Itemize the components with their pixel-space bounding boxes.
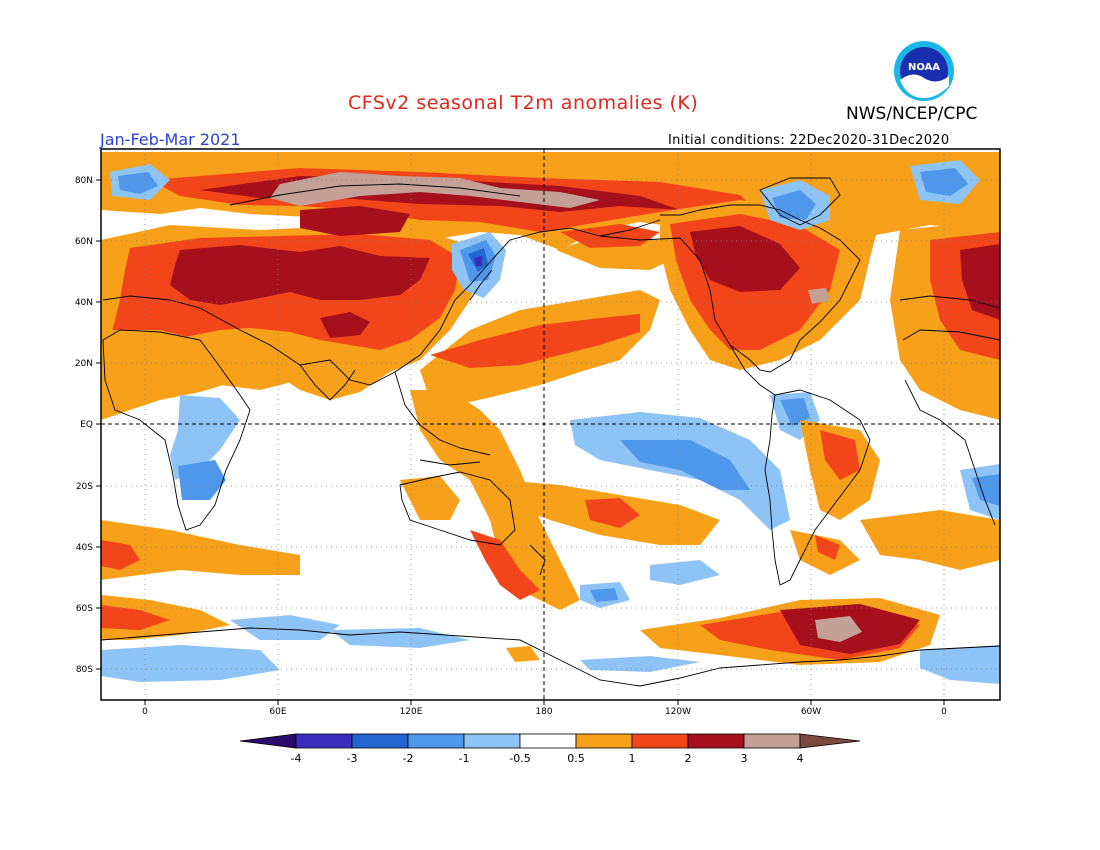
coastlines (101, 177, 1000, 687)
lat-label: 60N (75, 237, 93, 247)
colorbar (239, 733, 861, 749)
anomaly-shading (101, 152, 1000, 684)
colorbar-tick: 3 (741, 752, 748, 765)
lon-label: 60E (269, 707, 286, 717)
colorbar-tick: 1 (629, 752, 636, 765)
map-title: CFSv2 seasonal T2m anomalies (K) (348, 92, 699, 114)
lat-label: 80N (75, 176, 93, 186)
colorbar-tick: 2 (685, 752, 692, 765)
reference-lines (101, 149, 1000, 700)
colorbar-tick: -1 (459, 752, 470, 765)
lat-label: 20S (76, 482, 93, 492)
forecast-period: Jan-Feb-Mar 2021 (100, 130, 241, 149)
colorbar-tick: 0.5 (567, 752, 585, 765)
colorbar-tick: 4 (797, 752, 804, 765)
colorbar-segment (631, 733, 689, 749)
colorbar-segment (407, 733, 465, 749)
lon-label: 0 (142, 707, 148, 717)
lon-label: 120W (665, 707, 691, 717)
colorbar-tick: -4 (291, 752, 302, 765)
noaa-logo-text: NOAA (908, 62, 940, 73)
lat-labels: 80N 60N 40N 20N EQ 20S 40S 60S 80S (75, 176, 93, 675)
lon-label: 60W (801, 707, 821, 717)
colorbar-segment (743, 733, 801, 749)
lat-label: EQ (80, 420, 93, 430)
lon-labels: 0 60E 120E 180 120W 60W 0 (142, 707, 947, 717)
organization-label: NWS/NCEP/CPC (846, 104, 978, 124)
lon-label: 120E (400, 707, 423, 717)
initial-conditions: Initial conditions: 22Dec2020-31Dec2020 (668, 133, 950, 148)
colorbar-tick: -0.5 (509, 752, 530, 765)
colorbar-tick: -3 (347, 752, 358, 765)
colorbar-segment (351, 733, 409, 749)
colorbar-segment (519, 733, 577, 749)
lat-label: 40N (75, 298, 93, 308)
colorbar-segment (575, 733, 633, 749)
noaa-logo: NOAA (894, 41, 954, 101)
colorbar-labels: -4 -3 -2 -1 -0.5 0.5 1 2 3 4 (291, 752, 804, 765)
lon-ticks (144, 700, 945, 705)
lat-ticks (96, 179, 101, 670)
colorbar-segment (687, 733, 745, 749)
lon-label: 180 (535, 707, 552, 717)
lat-label: 20N (75, 359, 93, 369)
colorbar-arrow-low (239, 733, 297, 749)
colorbar-segment (463, 733, 521, 749)
colorbar-arrow-high (799, 733, 861, 749)
colorbar-tick: -2 (403, 752, 414, 765)
lat-label: 40S (76, 543, 93, 553)
lon-label: 0 (941, 707, 947, 717)
colorbar-segment (295, 733, 353, 749)
lat-label: 60S (76, 604, 93, 614)
lat-label: 80S (76, 665, 93, 675)
map-background (101, 149, 1000, 700)
